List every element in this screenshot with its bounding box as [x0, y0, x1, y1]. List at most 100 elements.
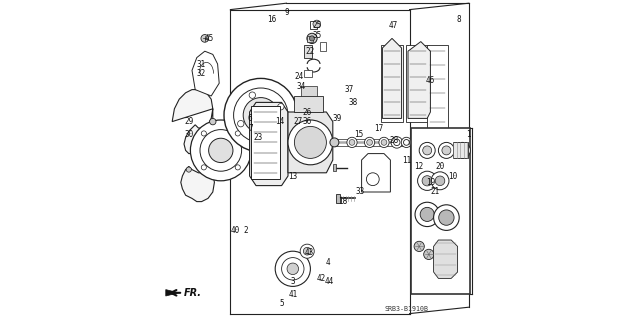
- Circle shape: [201, 35, 209, 42]
- Text: 18: 18: [338, 197, 347, 206]
- Circle shape: [294, 126, 326, 158]
- Text: 21: 21: [431, 188, 440, 196]
- Circle shape: [275, 251, 310, 286]
- Circle shape: [410, 136, 422, 149]
- Circle shape: [349, 140, 355, 145]
- Circle shape: [367, 140, 372, 145]
- Bar: [304, 70, 312, 77]
- Circle shape: [313, 20, 321, 28]
- Text: 36: 36: [303, 117, 312, 126]
- Bar: [336, 194, 340, 203]
- Circle shape: [438, 142, 454, 158]
- Circle shape: [422, 176, 433, 186]
- Circle shape: [414, 241, 424, 252]
- Text: 3: 3: [291, 277, 295, 286]
- Polygon shape: [192, 51, 219, 96]
- Text: 37: 37: [344, 85, 353, 94]
- Circle shape: [439, 210, 454, 225]
- Circle shape: [417, 171, 437, 190]
- Text: 6: 6: [247, 114, 252, 123]
- Text: 25: 25: [312, 21, 321, 30]
- Text: 46: 46: [426, 76, 435, 84]
- Circle shape: [249, 92, 255, 98]
- Text: 27: 27: [293, 117, 302, 126]
- Bar: [304, 45, 312, 58]
- Circle shape: [330, 138, 339, 147]
- Text: SRB3-B1910B: SRB3-B1910B: [385, 306, 428, 312]
- Text: 10: 10: [448, 172, 458, 180]
- Text: FR.: FR.: [184, 288, 202, 298]
- Circle shape: [365, 137, 375, 148]
- Bar: [294, 96, 323, 112]
- Circle shape: [278, 104, 284, 110]
- Text: 14: 14: [275, 117, 285, 126]
- Polygon shape: [381, 45, 403, 122]
- Text: 22: 22: [306, 47, 315, 56]
- Circle shape: [394, 139, 400, 146]
- Circle shape: [404, 140, 410, 145]
- Text: 24: 24: [294, 72, 304, 81]
- Circle shape: [243, 98, 278, 133]
- Circle shape: [201, 165, 206, 170]
- Text: 34: 34: [296, 82, 305, 91]
- Text: 2: 2: [243, 226, 248, 235]
- Text: 12: 12: [415, 162, 424, 171]
- Circle shape: [287, 263, 298, 275]
- Polygon shape: [250, 102, 288, 186]
- Polygon shape: [362, 154, 390, 192]
- Circle shape: [419, 142, 435, 158]
- Circle shape: [210, 118, 216, 125]
- Text: 7: 7: [249, 124, 253, 132]
- Circle shape: [224, 78, 298, 152]
- Circle shape: [413, 139, 420, 146]
- Circle shape: [401, 137, 412, 148]
- Text: 38: 38: [349, 98, 358, 107]
- Circle shape: [191, 120, 252, 181]
- Text: 33: 33: [355, 188, 365, 196]
- Text: 47: 47: [389, 21, 398, 30]
- Text: 43: 43: [305, 248, 314, 257]
- Bar: [412, 128, 470, 294]
- Circle shape: [347, 137, 357, 148]
- Circle shape: [234, 88, 288, 142]
- Text: 9: 9: [284, 8, 289, 17]
- Text: 5: 5: [279, 300, 284, 308]
- Text: 17: 17: [374, 124, 384, 132]
- Circle shape: [420, 207, 435, 221]
- Text: 42: 42: [316, 274, 326, 283]
- Text: 35: 35: [313, 31, 322, 40]
- Circle shape: [237, 120, 244, 127]
- Circle shape: [201, 131, 206, 136]
- Circle shape: [303, 247, 311, 255]
- Polygon shape: [428, 45, 448, 128]
- Text: 16: 16: [268, 15, 276, 24]
- Polygon shape: [408, 42, 430, 118]
- Text: 26: 26: [303, 108, 312, 116]
- Circle shape: [209, 138, 233, 163]
- Bar: [310, 21, 317, 29]
- Circle shape: [458, 146, 467, 155]
- Circle shape: [282, 258, 304, 280]
- Text: 20: 20: [435, 162, 445, 171]
- Polygon shape: [406, 45, 429, 122]
- Polygon shape: [434, 240, 458, 278]
- Circle shape: [300, 244, 314, 258]
- Circle shape: [415, 202, 440, 227]
- Circle shape: [435, 176, 445, 186]
- Text: 31: 31: [197, 60, 206, 68]
- Text: 40: 40: [230, 226, 240, 235]
- Text: 4: 4: [326, 258, 330, 267]
- Circle shape: [454, 142, 470, 158]
- Text: 32: 32: [197, 69, 206, 78]
- Circle shape: [391, 137, 403, 148]
- Circle shape: [442, 146, 451, 155]
- Bar: [333, 164, 336, 171]
- Text: 23: 23: [253, 133, 262, 142]
- Bar: [453, 142, 468, 158]
- Text: 1: 1: [467, 130, 471, 139]
- Circle shape: [422, 146, 432, 155]
- Circle shape: [431, 172, 449, 190]
- Text: 39: 39: [333, 114, 342, 123]
- Circle shape: [266, 132, 273, 139]
- Text: 30: 30: [184, 130, 193, 139]
